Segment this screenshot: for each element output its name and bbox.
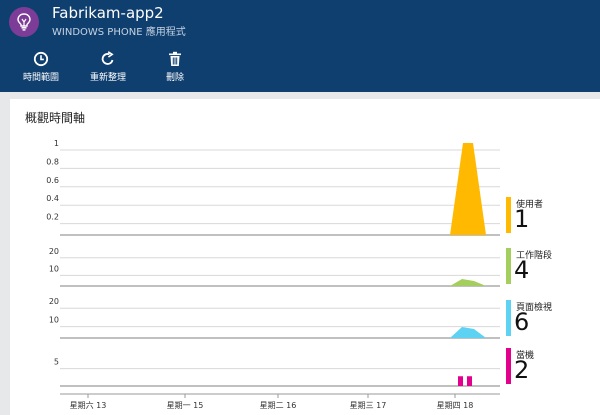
panel-title: 概觀時間軸: [25, 111, 86, 125]
refresh-icon: [99, 50, 117, 68]
refresh-button[interactable]: 重新整理: [72, 50, 144, 83]
app-subtitle: WINDOWS PHONE 應用程式: [52, 27, 186, 38]
y-tick-label: 0.4: [46, 194, 59, 203]
legend-series-name: 使用者: [516, 200, 544, 210]
legend-series-total: 1: [514, 205, 530, 233]
area-2: [450, 278, 486, 286]
app-title: Fabrikam-app2: [52, 4, 164, 22]
legend-color-bar: [506, 300, 511, 336]
x-tick-label: 星期四 18: [437, 401, 474, 410]
y-tick-label: 0.6: [46, 176, 59, 185]
legend-series-name: 頁面檢視: [516, 303, 553, 313]
x-tick-label: 星期六 13: [70, 400, 107, 410]
legend-color-bar: [506, 197, 511, 233]
y-tick-label: 20: [49, 297, 59, 306]
time-range-button[interactable]: 時間範圍: [10, 50, 72, 83]
delete-button[interactable]: 刪除: [144, 50, 206, 83]
trash-icon: [166, 50, 184, 68]
lightbulb-icon: [9, 7, 39, 37]
toolbar: 時間範圍 重新整理 刪除: [10, 50, 206, 83]
overview-timeline-panel: 概觀時間軸 1 0.8 0.6 0.4 0.2 20 10 20 10 5 星期六 13 星期一 15…: [10, 99, 600, 415]
app-header: Fabrikam-app2 WINDOWS PHONE 應用程式 時間範圍 重新…: [0, 0, 600, 92]
y-tick-label: 0.8: [46, 157, 59, 166]
legend-series-name: 當機: [516, 351, 535, 361]
legend-series-total: 2: [514, 356, 530, 384]
crash-bar: [467, 376, 472, 386]
time-range-label: 時間範圍: [22, 73, 59, 83]
y-tick-label: 10: [49, 316, 59, 325]
y-tick-label: 0.2: [46, 213, 59, 222]
legend-color-bar: [506, 248, 511, 284]
clock-icon: [32, 50, 50, 68]
overview-timeline-chart: 1 0.8 0.6 0.4 0.2 20 10 20 10 5 星期六 13 星期一 15 星期二 16…: [46, 139, 500, 410]
delete-label: 刪除: [165, 73, 184, 83]
refresh-label: 重新整理: [89, 73, 126, 83]
x-tick-label: 星期二 16: [260, 401, 297, 410]
legend-series-name: 工作階段: [516, 251, 553, 261]
y-tick-label: 1: [54, 139, 59, 148]
crash-bar: [458, 376, 463, 386]
legend-series-total: 4: [514, 256, 530, 284]
legend-color-bar: [506, 348, 511, 384]
area-3: [450, 326, 486, 338]
y-tick-label: 10: [49, 264, 59, 273]
x-tick-label: 星期三 17: [350, 401, 387, 410]
y-tick-label: 20: [49, 247, 59, 256]
legend-series-total: 6: [514, 308, 530, 336]
area-1: [450, 143, 486, 235]
x-tick-label: 星期一 15: [167, 401, 204, 410]
y-tick-label: 5: [54, 358, 59, 367]
